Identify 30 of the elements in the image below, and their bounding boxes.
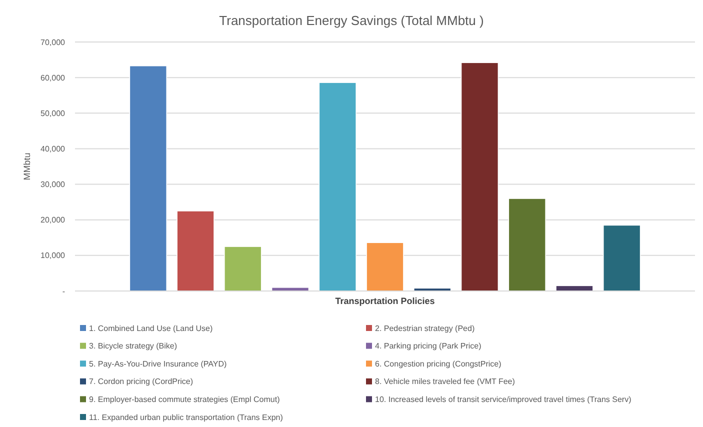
- y-tick-label: -: [62, 286, 66, 296]
- y-tick-label: 30,000: [40, 180, 66, 190]
- chart-title: Transportation Energy Savings (Total MMbtu ): [219, 13, 484, 28]
- bar: [129, 65, 168, 292]
- legend-label: 11. Expanded urban public transportation (Trans Expn): [89, 412, 284, 422]
- legend-label: 7. Cordon pricing (CordPrice): [89, 377, 194, 386]
- bar: [602, 224, 641, 292]
- x-axis-title: Transportation Policies: [335, 296, 435, 306]
- bar: [224, 246, 262, 292]
- y-tick-label: 20,000: [40, 216, 66, 225]
- legend-label: 8. Vehicle miles traveled fee (VMT Fee): [375, 377, 516, 386]
- bar: [508, 198, 546, 292]
- y-tick-label: 10,000: [40, 251, 66, 260]
- legend-label: 4. Parking pricing (Park Price): [375, 342, 482, 351]
- bar: [366, 242, 404, 292]
- legend-label: 2. Pedestrian strategy (Ped): [375, 324, 475, 333]
- legend-label: 10. Increased levels of transit service/improved travel times (Trans Serv): [375, 395, 632, 404]
- legend-label: 9. Employer-based commute strategies (Empl Comut): [89, 395, 280, 404]
- y-axis-title: MMbtu: [22, 152, 32, 180]
- y-tick-label: 50,000: [40, 108, 66, 118]
- y-tick-label: 40,000: [40, 144, 66, 154]
- bar: [176, 210, 214, 292]
- y-tick-label: 70,000: [40, 38, 66, 47]
- y-tick-label: 60,000: [40, 73, 66, 82]
- legend-label: 1. Combined Land Use (Land Use): [89, 324, 213, 333]
- bar: [460, 62, 499, 292]
- legend-label: 6. Congestion pricing (CongstPrice): [375, 359, 502, 368]
- legend-label: 5. Pay-As-You-Drive Insurance (PAYD): [89, 359, 228, 368]
- legend-label: 3. Bicycle strategy (Bike): [89, 342, 178, 351]
- bar: [318, 82, 357, 292]
